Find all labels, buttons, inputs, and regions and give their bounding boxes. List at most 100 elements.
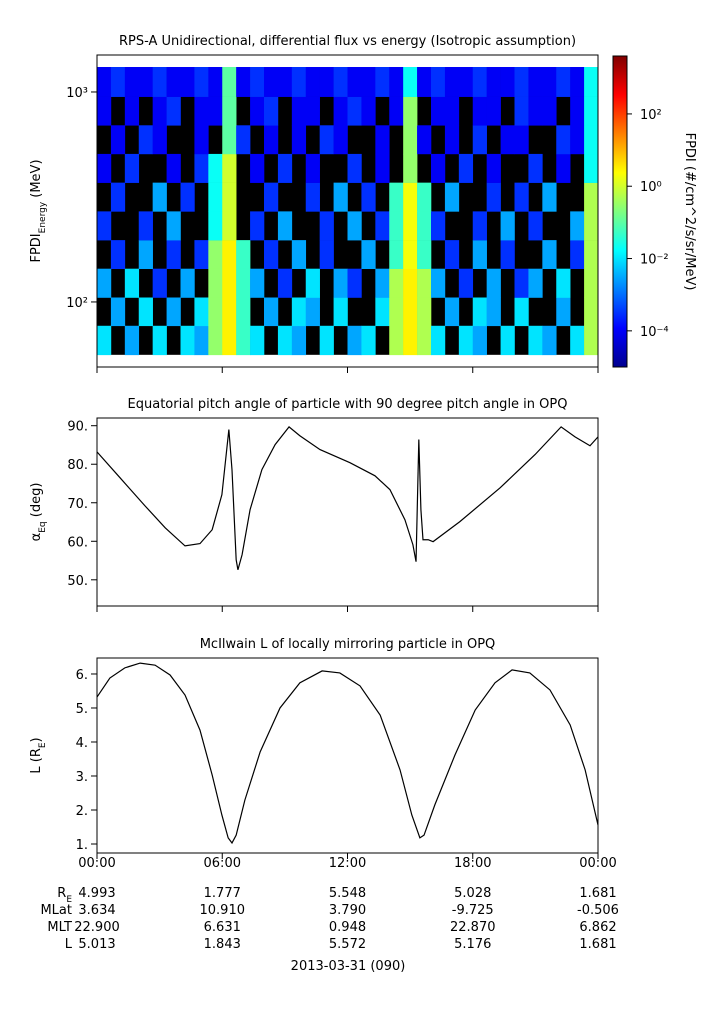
heatmap-cell xyxy=(124,153,140,183)
heatmap-cell xyxy=(417,297,432,327)
heatmap-cell xyxy=(570,211,585,241)
ephemeris-value: 6.631 xyxy=(204,920,241,935)
heatmap-cell xyxy=(305,96,320,126)
heatmap-cell xyxy=(347,96,362,126)
heatmap-cell xyxy=(347,268,362,298)
ephemeris-row-label: MLat xyxy=(40,903,72,918)
heatmap-cell xyxy=(375,268,390,298)
heatmap-cell xyxy=(486,96,501,126)
heatmap-cell xyxy=(138,125,153,155)
colorbar xyxy=(613,56,627,367)
colorbar-tick-label: 10² xyxy=(640,108,662,123)
heatmap-cell xyxy=(222,67,237,97)
y-tick-label: 50. xyxy=(67,574,88,589)
heatmap-cell xyxy=(305,182,320,212)
ephemeris-value: 6.862 xyxy=(579,920,616,935)
heatmap-cell xyxy=(124,67,140,97)
y-tick-label: 6. xyxy=(76,668,88,683)
heatmap-cell xyxy=(444,240,460,269)
heatmap-cell xyxy=(222,125,237,155)
heatmap-cell xyxy=(444,297,460,327)
heatmap-cell xyxy=(542,182,557,212)
heatmap-cell xyxy=(500,240,515,269)
y-axis-label: αEq (deg) xyxy=(29,483,48,542)
heatmap-cell xyxy=(319,211,334,241)
x-tick-label: 12:00 xyxy=(329,856,366,871)
ephemeris-value: 1.777 xyxy=(204,886,241,901)
y-tick-label: 5. xyxy=(76,702,88,717)
heatmap-cell xyxy=(291,96,307,126)
heatmap-cell xyxy=(166,96,181,126)
heatmap-cell xyxy=(333,67,348,97)
heatmap-cell xyxy=(319,125,334,155)
heatmap-cell xyxy=(97,153,112,183)
heatmap-cell xyxy=(375,153,390,183)
heatmap-cell xyxy=(138,297,153,327)
heatmap-cell xyxy=(250,268,265,298)
heatmap-cell xyxy=(444,67,460,97)
heatmap-cell xyxy=(277,268,293,298)
heatmap-cell xyxy=(584,125,599,155)
heatmap-cell xyxy=(264,67,279,97)
heatmap-cell xyxy=(458,67,474,97)
heatmap-cell xyxy=(264,182,279,212)
heatmap-cell xyxy=(333,297,348,327)
heatmap-cell xyxy=(110,297,126,327)
heatmap-cell xyxy=(250,325,265,356)
heatmap-cell xyxy=(570,125,585,155)
y-tick-label: 10³ xyxy=(66,86,88,101)
heatmap-cell xyxy=(417,325,432,356)
y-axis-label-part: (deg) xyxy=(29,483,44,522)
plot-frame xyxy=(96,657,599,854)
heatmap-cell xyxy=(584,67,599,97)
heatmap-cell xyxy=(584,268,599,298)
heatmap-cell xyxy=(110,125,126,155)
heatmap-cell xyxy=(277,325,293,356)
heatmap-cell xyxy=(291,240,307,269)
panel-title: RPS-A Unidirectional, differential flux … xyxy=(119,34,576,49)
heatmap-cell xyxy=(570,67,585,97)
y-axis-label: FPDIEnergy (MeV) xyxy=(29,159,48,262)
y-axis-label-part: ) xyxy=(29,737,44,742)
heatmap-cell xyxy=(486,268,501,298)
heatmap-cell xyxy=(222,240,237,269)
heatmap-cell xyxy=(319,240,334,269)
heatmap-cell xyxy=(444,125,460,155)
colorbar-tick-label: 10⁰ xyxy=(640,180,662,195)
heatmap-cell xyxy=(222,297,237,327)
heatmap-cell xyxy=(291,297,307,327)
heatmap-cell xyxy=(152,125,167,155)
heatmap-cell xyxy=(472,297,487,327)
heatmap-cell xyxy=(389,240,404,269)
heatmap-cell xyxy=(361,182,376,212)
heatmap-cell xyxy=(222,153,237,183)
heatmap-cell xyxy=(417,67,432,97)
x-tick-label: 18:00 xyxy=(454,856,491,871)
heatmap-cell xyxy=(361,96,376,126)
heatmap-cell xyxy=(389,96,404,126)
heatmap-cell xyxy=(208,325,223,356)
ephemeris-value: 4.993 xyxy=(78,886,115,901)
heatmap-cell xyxy=(444,182,460,212)
heatmap-cell xyxy=(124,96,140,126)
ephemeris-value: -9.725 xyxy=(452,903,494,918)
y-tick-label: 60. xyxy=(67,535,88,550)
heatmap-cell xyxy=(333,96,348,126)
heatmap-cell xyxy=(250,153,265,183)
heatmap-cell xyxy=(458,268,474,298)
heatmap-cell xyxy=(194,153,209,183)
x-tick-label: 06:00 xyxy=(204,856,241,871)
heatmap-cell xyxy=(403,268,418,298)
heatmap-cell xyxy=(528,67,543,97)
heatmap-cell xyxy=(208,96,223,126)
heatmap-cell xyxy=(570,325,585,356)
data-line xyxy=(96,426,599,570)
heatmap-cell xyxy=(542,325,557,356)
heatmap-cell xyxy=(305,67,320,97)
heatmap-cell xyxy=(431,211,446,241)
heatmap-cell xyxy=(403,153,418,183)
heatmap-cell xyxy=(403,240,418,269)
heatmap-cell xyxy=(194,67,209,97)
panel-title: Equatorial pitch angle of particle with … xyxy=(128,397,568,412)
heatmap-cell xyxy=(500,325,515,356)
